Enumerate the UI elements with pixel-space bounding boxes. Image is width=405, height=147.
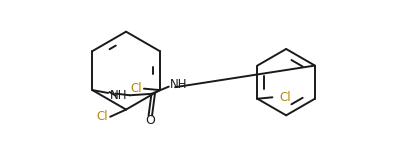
Text: NH: NH bbox=[110, 89, 128, 102]
Text: Cl: Cl bbox=[130, 82, 142, 95]
Text: NH: NH bbox=[170, 78, 188, 91]
Text: Cl: Cl bbox=[97, 110, 108, 123]
Text: O: O bbox=[145, 114, 155, 127]
Text: Cl: Cl bbox=[279, 91, 291, 104]
